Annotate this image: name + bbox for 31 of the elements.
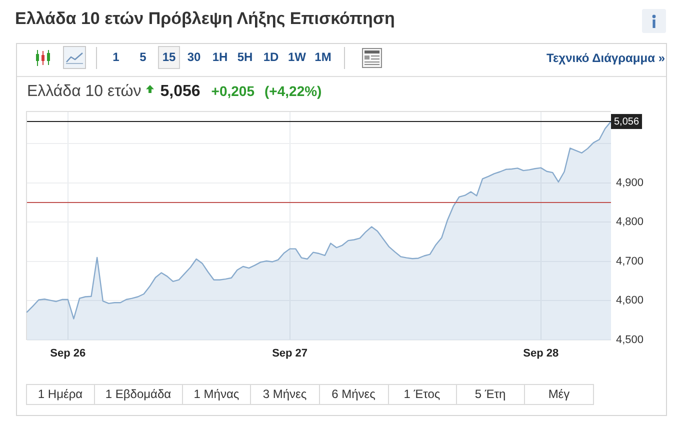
- y-tick-label: 4,500: [616, 334, 644, 346]
- text: 1W: [288, 50, 306, 64]
- interval-button[interactable]: 15: [158, 46, 180, 69]
- period-button[interactable]: 6 Μήνες: [320, 384, 388, 405]
- period-button[interactable]: 1 Έτος: [388, 384, 456, 405]
- text: 1D: [263, 50, 279, 64]
- text: +0,205: [211, 83, 255, 99]
- period-button[interactable]: 1 Ημέρα: [26, 384, 94, 405]
- y-tick-label: 4,900: [616, 176, 644, 189]
- text: 30: [187, 50, 201, 64]
- ref-line-label: 5,056: [614, 116, 640, 128]
- x-tick-label: Sep 28: [523, 348, 559, 360]
- period-button[interactable]: 1 Εβδομάδα: [94, 384, 183, 405]
- x-tick-label: Sep 26: [50, 348, 86, 360]
- chart-subtitle: Ελλάδα 10 ετών: [27, 83, 142, 100]
- text: 1M: [314, 50, 332, 64]
- text: 1 5: [112, 50, 146, 64]
- text: Τεχνικό Διάγραμμα »: [546, 51, 665, 65]
- x-tick-label: Sep 27: [272, 348, 308, 360]
- text: 5H: [237, 50, 253, 64]
- period-button[interactable]: 3 Μήνες: [251, 384, 320, 405]
- y-tick-label: 4,800: [616, 216, 644, 228]
- y-tick-label: 4,700: [616, 255, 644, 268]
- text: 5,056: [160, 83, 200, 100]
- y-tick-label: 4,600: [616, 294, 644, 307]
- chart-title: Ελλάδα 10 ετών Πρόβλεψη Λήξης Επισκόπηση: [15, 9, 395, 28]
- period-button[interactable]: Μέγ: [525, 384, 594, 405]
- text: 1H: [212, 50, 228, 64]
- text: (+4,22%): [264, 83, 322, 99]
- period-button[interactable]: 5 Έτη: [456, 384, 525, 405]
- period-button[interactable]: 1 Μήνας: [183, 384, 251, 405]
